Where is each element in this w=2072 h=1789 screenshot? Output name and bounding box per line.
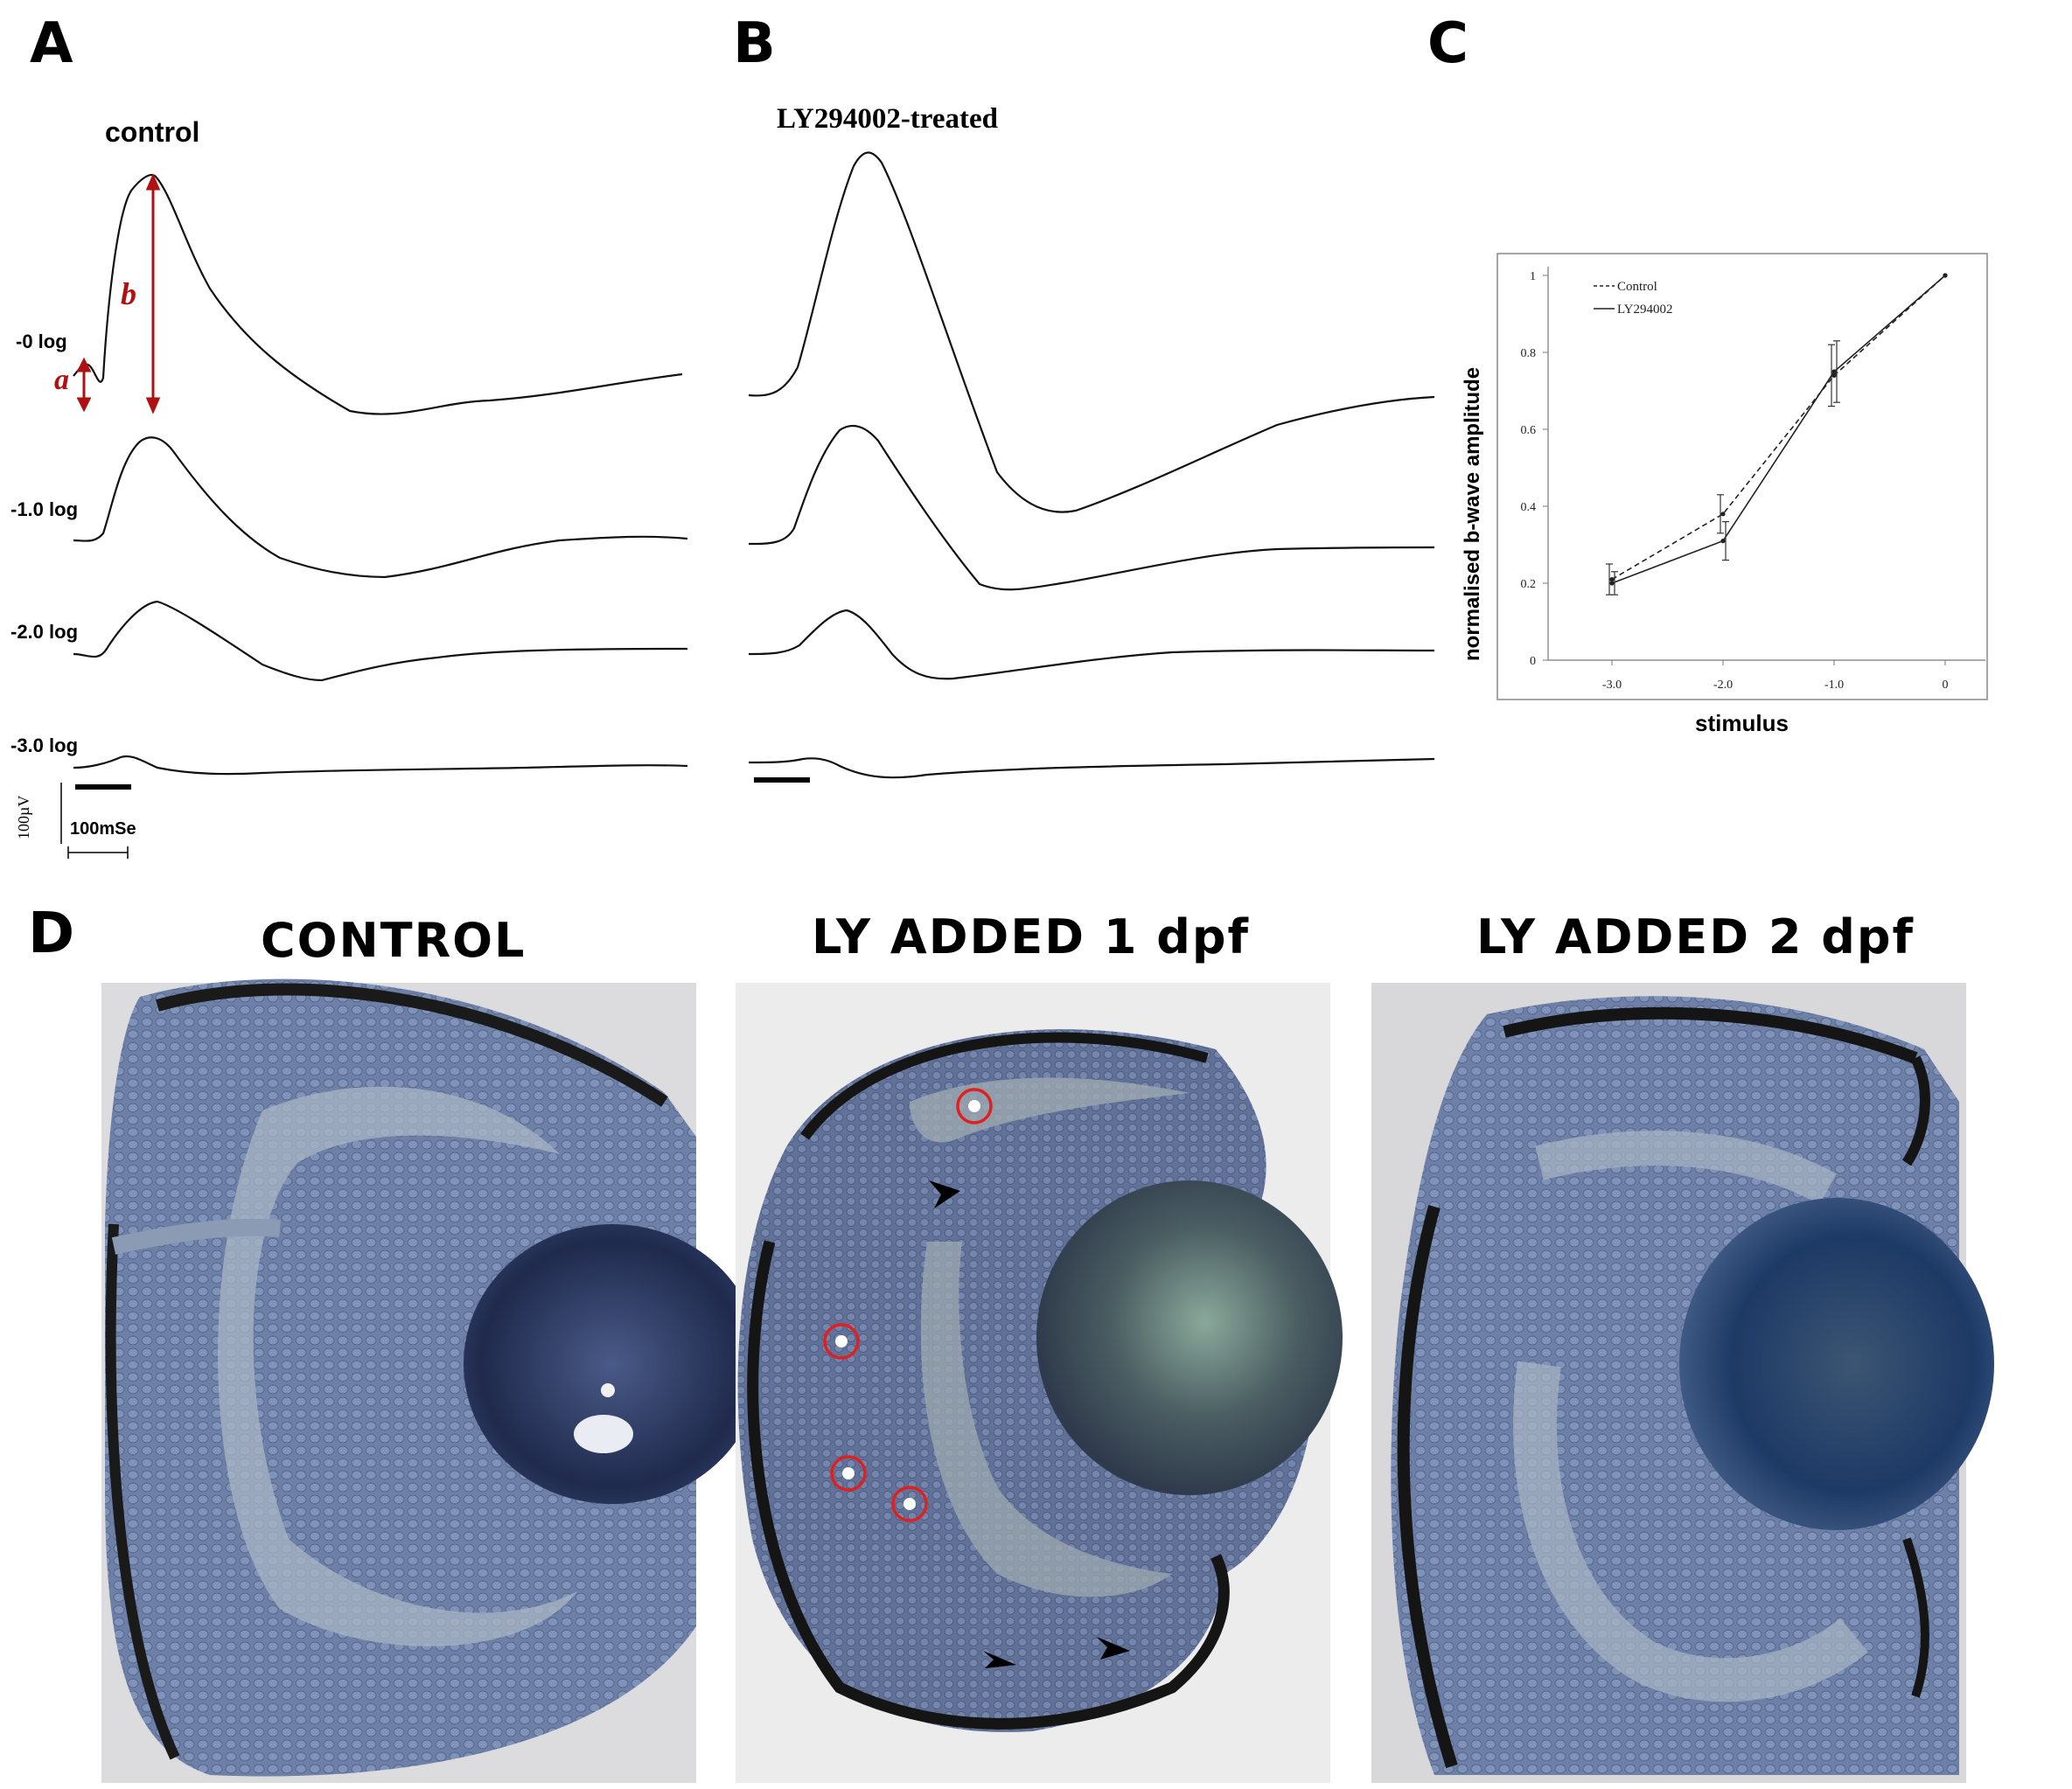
panel-letter-b: B	[733, 11, 776, 76]
micrograph-control	[101, 978, 761, 1783]
panel-letter-a: A	[30, 11, 73, 76]
pyknotic-marker-4	[891, 1486, 928, 1522]
micrograph-title-control: CONTROL	[261, 913, 527, 968]
panel-letter-d: D	[28, 901, 75, 966]
micrograph-ly-1dpf	[736, 983, 1343, 1783]
pyknotic-marker-2	[823, 1323, 860, 1360]
arrowhead-1	[929, 1180, 960, 1208]
panel-letter-c: C	[1427, 11, 1469, 76]
micrograph-title-ly1: LY ADDED 1 dpf	[812, 909, 1251, 964]
panel-b-title: LY294002-treated	[777, 103, 998, 135]
trace-b-2	[748, 609, 1435, 680]
pyknotic-marker-3	[830, 1455, 867, 1492]
trace-label-1: -1.0 log	[10, 498, 79, 520]
micrograph-title-ly2: LY ADDED 2 dpf	[1476, 909, 1915, 964]
micrograph-ly-2dpf	[1371, 983, 1994, 1783]
trace-a-0	[73, 174, 683, 415]
annot-a: a	[54, 364, 69, 396]
arrowhead-3	[1097, 1637, 1130, 1660]
trace-label-2: -2.0 log	[10, 621, 79, 643]
annot-b: b	[121, 276, 136, 311]
pyknotic-marker-1	[956, 1088, 993, 1124]
trace-b-3	[748, 757, 1435, 779]
trace-a-1	[73, 436, 688, 579]
trace-label-3: -3.0 log	[10, 734, 79, 756]
trace-b-1	[748, 425, 1435, 591]
trace-label-0: -0 log	[16, 331, 67, 352]
trace-a-3	[73, 755, 688, 776]
arrowhead-2	[983, 1651, 1016, 1668]
trace-b-0	[748, 151, 1435, 513]
panel-a-title: control	[105, 116, 200, 148]
scale-time-label: 100mSe	[70, 819, 136, 839]
trace-a-2	[73, 600, 688, 682]
chart-xlabel: stimulus	[1695, 710, 1789, 736]
